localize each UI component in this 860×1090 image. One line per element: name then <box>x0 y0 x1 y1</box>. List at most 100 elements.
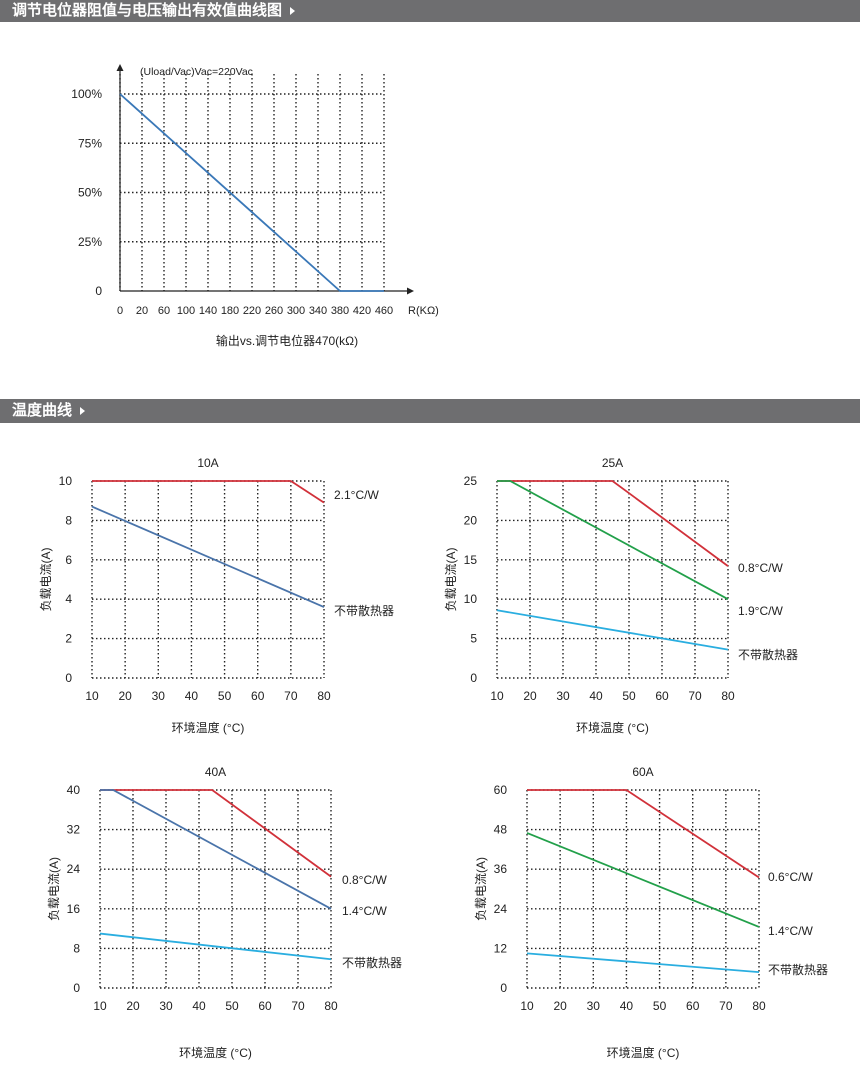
pot-x-tick-label: 100 <box>177 305 195 317</box>
t60-x-tick-label: 20 <box>553 999 567 1013</box>
t25-series-line <box>497 480 729 600</box>
t25-x-tick-label: 60 <box>655 689 669 703</box>
t60-chart-title: 60A <box>632 765 653 779</box>
pot-x-tick-label: 460 <box>375 305 393 317</box>
t10-y-tick-label: 6 <box>65 553 72 567</box>
t40-y-tick-label: 24 <box>67 862 81 876</box>
pot-series-line <box>119 93 384 292</box>
t40-x-tick-label: 20 <box>126 999 140 1013</box>
t25-x-tick-label: 70 <box>688 689 702 703</box>
section-banner-temp: 温度曲线 <box>0 399 860 423</box>
t25-series-label: 1.9°C/W <box>738 604 783 618</box>
section-banner-pot: 调节电位器阻值与电压输出有效值曲线图 <box>0 0 860 22</box>
t10-y-tick-label: 4 <box>65 592 72 606</box>
t60-x-tick-label: 40 <box>620 999 634 1013</box>
t25-y-tick-label: 5 <box>470 632 477 646</box>
t40-series-label: 1.4°C/W <box>342 904 387 918</box>
t25-y-tick-label: 20 <box>464 513 478 527</box>
t40-series-line <box>100 789 332 878</box>
t10-x-tick-label: 30 <box>152 689 166 703</box>
pot-x-tick-label: 220 <box>243 305 261 317</box>
pot-y-tick-label: 0 <box>95 284 102 298</box>
t10-x-tick-label: 40 <box>185 689 199 703</box>
t40-chart-title: 40A <box>205 765 226 779</box>
t10-series-line <box>91 505 325 608</box>
t60-series-line <box>527 789 760 879</box>
t60-series-line <box>526 832 760 928</box>
t60-series-label: 1.4°C/W <box>768 924 813 938</box>
pot-x-tick-label: 260 <box>265 305 283 317</box>
t25-y-axis-title: 负载电流(A) <box>444 547 458 611</box>
t10-x-tick-label: 50 <box>218 689 232 703</box>
pot-x-tick-label: 0 <box>117 305 123 317</box>
pot-chart-title: (Uload/Vac)Vac=220Vac <box>140 66 253 78</box>
t25-x-tick-label: 40 <box>589 689 603 703</box>
t10-x-tick-label: 80 <box>317 689 331 703</box>
caret-right-icon <box>80 407 86 416</box>
pot-x-axis-title: 输出vs.调节电位器470(kΩ) <box>216 333 358 348</box>
t10-y-tick-label: 0 <box>65 671 72 685</box>
t10-x-tick-label: 60 <box>251 689 265 703</box>
pot-x-tick-label: 140 <box>199 305 217 317</box>
t10-y-axis-title: 负载电流(A) <box>39 547 53 611</box>
pot-x-tick-label: 420 <box>353 305 371 317</box>
t40-x-tick-label: 50 <box>225 999 239 1013</box>
t60-y-tick-label: 12 <box>494 941 508 955</box>
t60-y-tick-label: 48 <box>494 823 508 837</box>
t10-y-tick-label: 2 <box>65 632 72 646</box>
t25-y-tick-label: 0 <box>470 671 477 685</box>
t25-x-tick-label: 50 <box>622 689 636 703</box>
pot-y-tick-label: 25% <box>78 235 102 249</box>
pot-x-tick-label: 180 <box>221 305 239 317</box>
t60-series-line <box>526 952 760 974</box>
t40-x-tick-label: 70 <box>291 999 305 1013</box>
t10-x-tick-label: 20 <box>118 689 132 703</box>
pot-chart: 0 20 60 100 140 180 220 260 300 340 380 420 460 0 25% 5… <box>71 64 439 348</box>
t25-x-tick-label: 30 <box>556 689 570 703</box>
t10-series-line <box>92 480 325 504</box>
t40-x-tick-label: 40 <box>192 999 206 1013</box>
t60-x-tick-label: 30 <box>587 999 601 1013</box>
t10-x-axis-title: 环境温度 (°C) <box>172 720 245 735</box>
t25-chart: 10 20 30 40 50 60 70 80 0 5 10 15 20 25 25A 环境温度 (°C) 负载… <box>444 456 798 735</box>
t60-y-tick-label: 24 <box>494 902 508 916</box>
pot-y-tick-label: 50% <box>78 186 102 200</box>
t40-x-tick-label: 80 <box>324 999 338 1013</box>
pot-x-tick-label: 340 <box>309 305 327 317</box>
t25-y-tick-label: 10 <box>464 592 478 606</box>
t40-y-tick-label: 32 <box>67 823 81 837</box>
t60-x-tick-label: 10 <box>520 999 534 1013</box>
t25-x-tick-label: 20 <box>523 689 537 703</box>
t25-x-tick-label: 10 <box>490 689 504 703</box>
t40-series-label: 不带散热器 <box>342 955 402 970</box>
pot-x-tick-label: 380 <box>331 305 349 317</box>
t60-x-tick-label: 60 <box>686 999 700 1013</box>
t40-x-axis-title: 环境温度 (°C) <box>179 1045 252 1060</box>
t60-x-tick-label: 80 <box>752 999 766 1013</box>
pot-y-axis-arrow <box>116 64 124 71</box>
t40-x-tick-label: 60 <box>258 999 272 1013</box>
t10-y-tick-label: 8 <box>65 513 72 527</box>
t60-chart: 10 20 30 40 50 60 70 80 0 12 24 36 48 60 60A 环境温度 (°C) 负… <box>474 765 828 1060</box>
t60-y-tick-label: 0 <box>500 981 507 995</box>
t40-y-tick-label: 16 <box>67 902 81 916</box>
t25-series-line <box>496 609 729 651</box>
t60-series-label: 不带散热器 <box>768 962 828 977</box>
t40-x-tick-label: 10 <box>93 999 107 1013</box>
t40-chart: 10 20 30 40 50 60 70 80 0 8 16 24 32 40 40A 环境温度 (°C) 负载… <box>47 765 402 1060</box>
caret-right-icon <box>290 7 296 16</box>
t40-y-tick-label: 8 <box>73 941 80 955</box>
t25-series-line <box>497 480 729 567</box>
t10-series-label: 2.1°C/W <box>334 488 379 502</box>
t25-y-tick-label: 25 <box>464 474 478 488</box>
t40-series-line <box>99 932 332 961</box>
t60-x-tick-label: 50 <box>653 999 667 1013</box>
t10-y-tick-label: 10 <box>59 474 73 488</box>
pot-y-tick-label: 100% <box>71 87 102 101</box>
pot-x-axis-end-label: R(KΩ) <box>408 305 439 317</box>
t25-chart-title: 25A <box>602 456 623 470</box>
t25-series-label: 0.8°C/W <box>738 561 783 575</box>
section-title-pot: 调节电位器阻值与电压输出有效值曲线图 <box>12 2 283 19</box>
pot-x-tick-label: 20 <box>136 305 148 317</box>
